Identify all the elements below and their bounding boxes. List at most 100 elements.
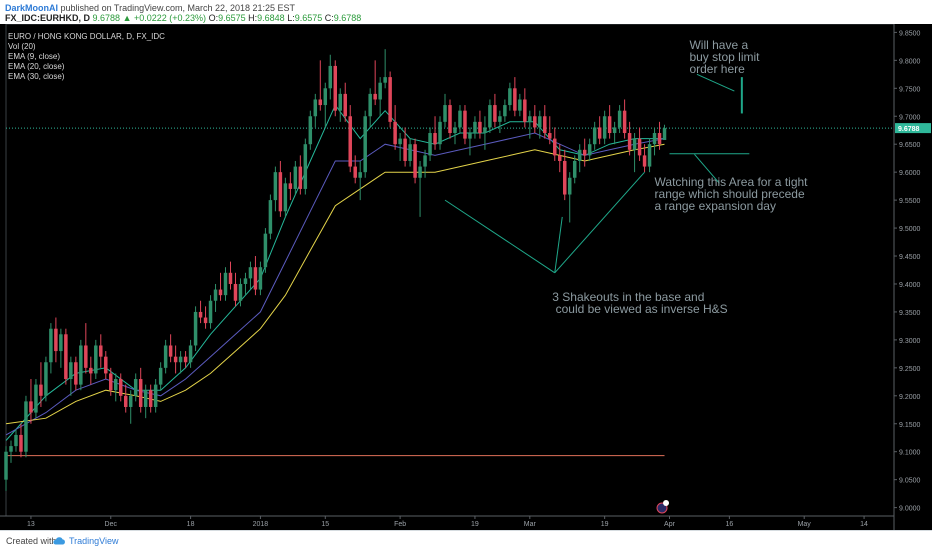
- candle[interactable]: [368, 93, 372, 117]
- candle[interactable]: [268, 200, 273, 234]
- candle[interactable]: [233, 283, 238, 301]
- candle[interactable]: [533, 116, 537, 128]
- candle[interactable]: [528, 116, 532, 122]
- candle[interactable]: [118, 379, 123, 396]
- candle[interactable]: [79, 345, 83, 385]
- candle[interactable]: [34, 384, 38, 413]
- candle[interactable]: [64, 334, 68, 380]
- candle[interactable]: [303, 144, 308, 189]
- candle[interactable]: [373, 93, 377, 100]
- candle[interactable]: [9, 446, 13, 452]
- candle[interactable]: [538, 116, 542, 128]
- candle[interactable]: [657, 133, 662, 145]
- candle[interactable]: [423, 155, 427, 167]
- candle[interactable]: [198, 311, 203, 318]
- annotation-text[interactable]: Will have a buy stop limit order here: [689, 38, 760, 76]
- candle[interactable]: [607, 116, 612, 134]
- annotation-line[interactable]: [696, 73, 735, 92]
- candle[interactable]: [24, 401, 28, 452]
- candle[interactable]: [637, 138, 642, 156]
- candle[interactable]: [548, 133, 552, 139]
- annotation-line[interactable]: [694, 153, 720, 184]
- annotation-text[interactable]: 3 Shakeouts in the base and could be vie…: [552, 290, 727, 316]
- candle[interactable]: [123, 395, 128, 407]
- candle[interactable]: [313, 99, 318, 117]
- candle[interactable]: [503, 105, 507, 117]
- candle[interactable]: [69, 362, 73, 380]
- candle[interactable]: [288, 183, 293, 189]
- candle[interactable]: [553, 138, 557, 156]
- candle[interactable]: [543, 116, 547, 134]
- candle[interactable]: [393, 121, 397, 145]
- candle[interactable]: [662, 128, 667, 141]
- candle[interactable]: [283, 183, 288, 212]
- candle[interactable]: [298, 166, 303, 189]
- candle[interactable]: [562, 160, 567, 195]
- candle[interactable]: [89, 367, 93, 374]
- candle[interactable]: [632, 138, 637, 150]
- candle[interactable]: [109, 373, 113, 391]
- candle[interactable]: [582, 149, 587, 156]
- candle[interactable]: [592, 127, 597, 145]
- annotation-line[interactable]: [444, 199, 556, 274]
- candle[interactable]: [413, 144, 417, 178]
- candle[interactable]: [193, 311, 198, 346]
- candle[interactable]: [468, 133, 472, 139]
- chart-area[interactable]: 9.0000 9.0500 9.1000 9.1500 9.2000 9.2500 9.30…: [0, 24, 932, 530]
- candle[interactable]: [448, 105, 452, 134]
- candle[interactable]: [473, 121, 477, 134]
- candle[interactable]: [478, 121, 482, 134]
- candle[interactable]: [49, 328, 53, 363]
- annotation-line[interactable]: [554, 216, 563, 273]
- candle[interactable]: [213, 289, 218, 301]
- candle[interactable]: [647, 144, 652, 167]
- candle[interactable]: [398, 138, 402, 145]
- candle[interactable]: [453, 127, 457, 134]
- candle[interactable]: [508, 88, 512, 106]
- candle[interactable]: [273, 172, 278, 201]
- candle[interactable]: [558, 155, 562, 161]
- candle[interactable]: [348, 116, 352, 167]
- annotation-text[interactable]: Watching this Area for a tight range whic…: [655, 175, 809, 213]
- candle[interactable]: [597, 127, 602, 139]
- candle[interactable]: [188, 345, 193, 363]
- candle[interactable]: [44, 362, 48, 396]
- candle[interactable]: [203, 317, 208, 324]
- candle[interactable]: [567, 177, 572, 195]
- candle[interactable]: [328, 65, 333, 89]
- candle[interactable]: [138, 379, 143, 407]
- candle[interactable]: [168, 345, 173, 357]
- candle[interactable]: [572, 160, 577, 178]
- candle[interactable]: [248, 267, 253, 279]
- candle[interactable]: [148, 390, 153, 407]
- candle[interactable]: [443, 105, 447, 122]
- candle[interactable]: [523, 99, 527, 122]
- candle[interactable]: [338, 93, 342, 111]
- candle[interactable]: [84, 345, 88, 368]
- candle[interactable]: [263, 233, 268, 268]
- candle[interactable]: [433, 133, 437, 145]
- candle[interactable]: [493, 105, 497, 122]
- candle[interactable]: [408, 144, 412, 161]
- candle[interactable]: [278, 172, 283, 212]
- candle[interactable]: [308, 116, 313, 145]
- candle[interactable]: [19, 434, 23, 452]
- candle[interactable]: [627, 133, 632, 150]
- candle[interactable]: [4, 451, 8, 480]
- candle[interactable]: [54, 328, 58, 352]
- candle[interactable]: [173, 356, 178, 363]
- candle[interactable]: [238, 283, 243, 301]
- candle[interactable]: [223, 272, 228, 296]
- candle[interactable]: [178, 356, 183, 363]
- candle[interactable]: [642, 155, 647, 167]
- candle[interactable]: [153, 384, 158, 407]
- candle[interactable]: [133, 379, 138, 396]
- candle[interactable]: [243, 278, 248, 284]
- candle[interactable]: [483, 127, 487, 134]
- candle[interactable]: [343, 93, 347, 117]
- candle[interactable]: [228, 272, 233, 284]
- candle[interactable]: [363, 116, 367, 173]
- candle[interactable]: [378, 82, 382, 100]
- candle[interactable]: [104, 356, 108, 374]
- candle[interactable]: [293, 166, 298, 189]
